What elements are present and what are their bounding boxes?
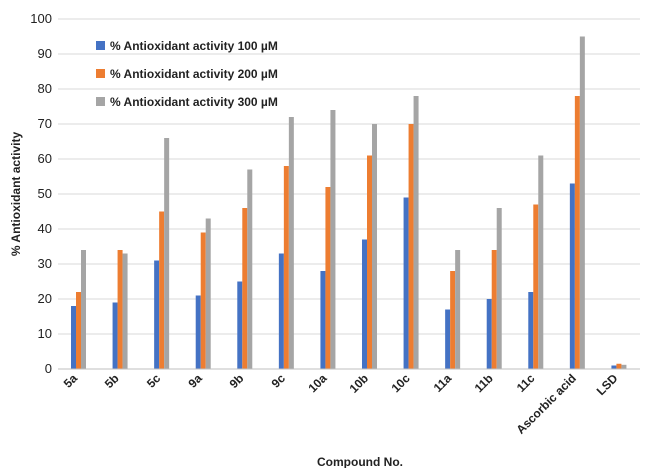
y-tick-label: 80 <box>38 81 52 96</box>
x-axis-title: Compound No. <box>317 455 403 468</box>
bar <box>200 232 206 369</box>
bar <box>195 295 201 369</box>
bar <box>159 211 165 369</box>
bar <box>372 124 377 369</box>
bar <box>71 306 76 369</box>
bar <box>320 271 326 369</box>
y-tick-label: 40 <box>38 221 52 236</box>
x-tick-label: 10c <box>389 371 413 395</box>
bar <box>247 169 253 369</box>
bar <box>81 250 86 369</box>
bar <box>278 253 284 369</box>
bar <box>164 138 170 369</box>
x-tick-label: 9b <box>227 371 247 391</box>
y-tick-label: 100 <box>30 11 52 26</box>
x-tick-label: LSD <box>594 371 621 398</box>
x-tick-label: 11b <box>472 371 496 395</box>
y-tick-label: 10 <box>38 326 52 341</box>
bar <box>330 110 336 369</box>
bar <box>616 363 622 369</box>
bar <box>367 155 372 369</box>
bar <box>403 197 409 369</box>
legend-swatch <box>96 41 105 50</box>
legend: % Antioxidant activity 100 µM % Antioxida… <box>96 39 278 109</box>
legend-label: % Antioxidant activity 100 µM <box>110 39 278 53</box>
x-tick-label: 10b <box>347 371 372 396</box>
bar <box>574 96 580 369</box>
bar <box>455 250 461 369</box>
bar <box>491 250 497 369</box>
bar <box>538 155 544 369</box>
bar <box>450 271 456 369</box>
bar <box>486 299 492 369</box>
bar <box>205 218 211 369</box>
bar <box>325 187 331 369</box>
legend-label: % Antioxidant activity 300 µM <box>110 95 278 109</box>
y-tick-label: 90 <box>38 46 52 61</box>
y-axis-title: % Antioxidant activity <box>9 132 23 257</box>
bar <box>154 260 160 369</box>
legend-label: % Antioxidant activity 200 µM <box>110 67 278 81</box>
x-tick-label: 10a <box>305 371 329 395</box>
y-tick-label: 30 <box>38 256 52 271</box>
bar <box>117 250 123 369</box>
x-tick-label: 5c <box>144 371 164 391</box>
bar <box>237 281 243 369</box>
x-tick-label: 9a <box>185 371 205 391</box>
bar <box>579 36 585 369</box>
x-tick-label: 11c <box>514 371 538 395</box>
y-axis-ticks: 0 10 20 30 40 50 60 70 80 90 100 <box>30 11 52 376</box>
bar <box>122 253 128 369</box>
y-tick-label: 50 <box>38 186 52 201</box>
bar <box>362 239 367 369</box>
y-tick-label: 60 <box>38 151 52 166</box>
bar <box>533 204 539 369</box>
x-tick-label: 5a <box>61 371 81 391</box>
x-tick-label: 11a <box>431 371 455 395</box>
bar <box>408 124 414 369</box>
bar <box>76 292 81 369</box>
x-tick-label: 5b <box>102 371 122 391</box>
bar <box>528 292 534 369</box>
legend-swatch <box>96 97 105 106</box>
bar <box>611 365 617 369</box>
bar <box>413 96 419 369</box>
bar <box>242 208 248 369</box>
x-tick-label: 9c <box>269 371 289 391</box>
bar <box>621 364 627 369</box>
y-tick-label: 20 <box>38 291 52 306</box>
bars <box>71 36 627 369</box>
legend-swatch <box>96 69 105 78</box>
bar <box>112 302 118 369</box>
bar <box>496 208 502 369</box>
y-tick-label: 70 <box>38 116 52 131</box>
bar <box>288 117 294 369</box>
bar <box>283 166 289 369</box>
bar <box>445 309 451 369</box>
bar <box>569 183 575 369</box>
y-tick-label: 0 <box>45 361 52 376</box>
